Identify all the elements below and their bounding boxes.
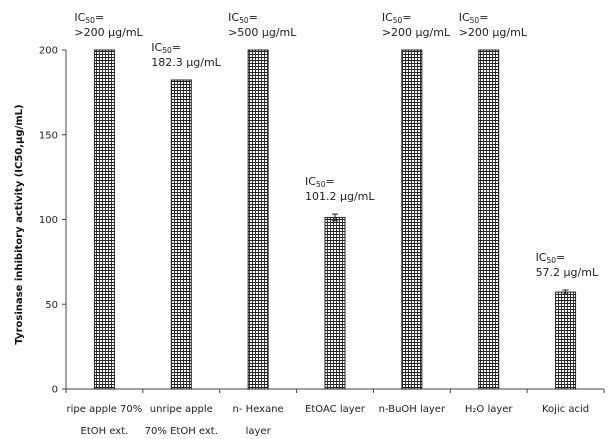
data-label-subscript: 50 xyxy=(239,16,249,25)
data-label-subscript: 50 xyxy=(316,180,326,189)
data-label: IC50= xyxy=(151,41,181,55)
data-label-subscript: 50 xyxy=(547,256,557,265)
data-label: >200 μg/mL xyxy=(74,26,143,39)
data-label: 101.2 μg/mL xyxy=(305,190,375,203)
x-tick-label: H₂O layer xyxy=(465,404,514,415)
y-tick-label: 200 xyxy=(39,46,58,57)
data-label: IC50= xyxy=(536,251,566,265)
data-label-subscript: 50 xyxy=(470,16,480,25)
bar xyxy=(401,49,423,390)
data-label-subscript: 50 xyxy=(393,16,403,25)
data-label-eq: = xyxy=(402,11,411,24)
y-tick-label: 150 xyxy=(39,130,58,141)
bar xyxy=(555,291,577,390)
data-label: IC50= xyxy=(382,11,412,25)
bar xyxy=(247,49,269,390)
data-label: IC50= xyxy=(74,11,104,25)
x-tick-label: n- Hexane xyxy=(233,404,284,415)
x-tick-label: n-BuOH layer xyxy=(379,404,446,415)
data-label-eq: = xyxy=(325,175,334,188)
data-label-eq: = xyxy=(479,11,488,24)
x-tick-label: unripe apple xyxy=(150,404,213,415)
y-axis-label: Tyrosinase inhibitory activity (IC50,μg/… xyxy=(14,104,25,344)
data-label-prefix: IC xyxy=(459,11,470,24)
x-tick-label: EtOAC layer xyxy=(305,404,366,415)
data-label: 57.2 μg/mL xyxy=(536,266,599,279)
data-label-prefix: IC xyxy=(305,175,316,188)
bar xyxy=(93,49,115,390)
data-label-subscript: 50 xyxy=(162,46,172,55)
bar xyxy=(324,216,346,390)
data-label-prefix: IC xyxy=(228,11,239,24)
data-label: 182.3 μg/mL xyxy=(151,56,221,69)
data-label: >200 μg/mL xyxy=(459,26,528,39)
data-label: >200 μg/mL xyxy=(382,26,451,39)
data-label-eq: = xyxy=(556,251,565,264)
data-label-subscript: 50 xyxy=(85,16,95,25)
axes: 0 50 100 150 200 xyxy=(39,46,605,396)
data-label-eq: = xyxy=(172,41,181,54)
data-label-eq: = xyxy=(95,11,104,24)
x-tick-label: 70% EtOH ext. xyxy=(145,426,218,437)
labels-group: ripe apple 70%EtOH ext.IC50=>200 μg/mLun… xyxy=(67,11,599,437)
data-label-prefix: IC xyxy=(74,11,85,24)
data-label-prefix: IC xyxy=(536,251,547,264)
x-tick-label: layer xyxy=(246,426,272,437)
x-tick-label: Kojic acid xyxy=(542,404,589,415)
data-label: IC50= xyxy=(459,11,489,25)
data-label-eq: = xyxy=(249,11,258,24)
data-label: IC50= xyxy=(228,11,258,25)
y-tick-label: 50 xyxy=(45,300,58,311)
y-tick-label: 100 xyxy=(39,215,58,226)
data-label: IC50= xyxy=(305,175,335,189)
bar xyxy=(478,49,500,390)
y-tick-label: 0 xyxy=(52,385,58,396)
bars-group xyxy=(93,49,577,390)
data-label-prefix: IC xyxy=(151,41,162,54)
x-tick-label: EtOH ext. xyxy=(81,426,129,437)
x-tick-label: ripe apple 70% xyxy=(67,404,143,415)
bar xyxy=(170,79,192,390)
data-label: >500 μg/mL xyxy=(228,26,297,39)
data-label-prefix: IC xyxy=(382,11,393,24)
